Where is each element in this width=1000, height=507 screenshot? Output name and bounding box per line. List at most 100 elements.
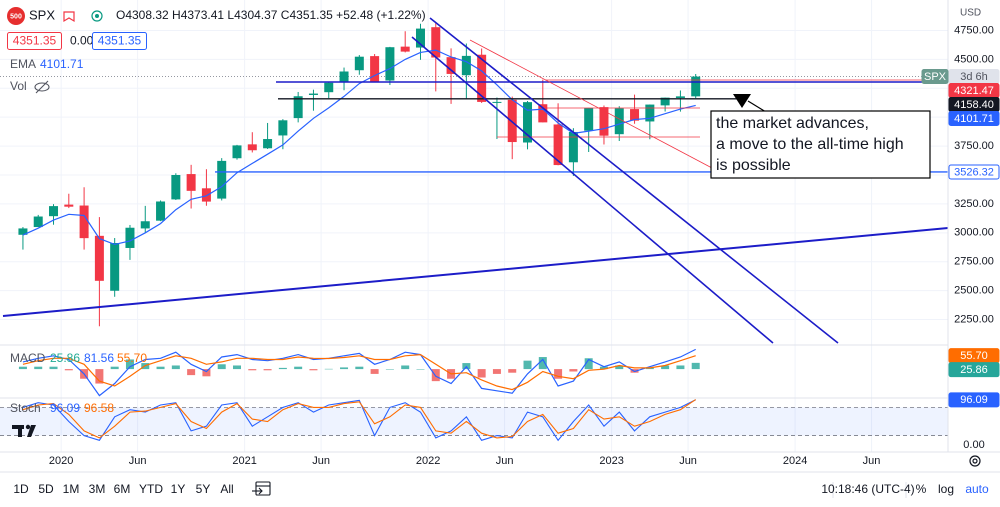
y-tick-label: 2500.00: [954, 285, 994, 297]
candle-body: [263, 139, 273, 149]
candle-body: [415, 28, 425, 48]
buy-price[interactable]: 4351.35: [98, 34, 142, 48]
indicator-value: 96.09: [50, 401, 80, 415]
channel-line: [429, 17, 839, 344]
symbol[interactable]: SPX: [29, 7, 55, 22]
buy-button[interactable]: [92, 32, 147, 50]
x-tick-label: Jun: [863, 455, 881, 467]
price-tag: [948, 164, 1000, 180]
annotation-text: the market advances,: [716, 115, 869, 132]
symbol-badge-text: 500: [10, 13, 22, 20]
histogram-bar: [64, 369, 73, 371]
histogram-bar: [370, 369, 379, 374]
indicator-name[interactable]: MACD: [10, 351, 46, 365]
candle-body: [125, 227, 135, 248]
range-button[interactable]: 1D: [13, 482, 29, 496]
histogram-bar: [554, 369, 563, 379]
scale-button[interactable]: auto: [965, 482, 989, 496]
status-dot: [95, 14, 99, 18]
candle-body: [94, 235, 104, 281]
date-range-icon[interactable]: [252, 481, 271, 496]
x-tick-label: 2022: [416, 455, 440, 467]
candle-body: [599, 107, 609, 136]
indicator-value: 81.56: [84, 351, 114, 365]
sell-price[interactable]: 4351.35: [13, 34, 57, 48]
candle-body: [247, 144, 257, 151]
arrow-line: [747, 100, 767, 113]
indicator-tag-label: 55.70: [960, 350, 988, 362]
indicator-name[interactable]: EMA: [10, 57, 36, 71]
histogram-bar: [156, 366, 165, 370]
candle-body: [370, 56, 380, 82]
indicator-line: [22, 353, 696, 391]
arrow-head: [733, 94, 751, 108]
range-button[interactable]: 1Y: [171, 482, 186, 496]
y-tick-label: 3000.00: [954, 227, 994, 239]
histogram-bar: [599, 366, 608, 370]
indicator-name[interactable]: Stoch: [10, 401, 41, 415]
x-tick-label: Jun: [129, 455, 147, 467]
y-tick-label: 4500.00: [954, 53, 994, 65]
histogram-bar: [416, 369, 425, 370]
histogram-bar: [401, 365, 410, 370]
indicator-tag-label: 25.86: [960, 364, 988, 376]
x-tick-label: 2023: [599, 455, 623, 467]
indicator-name[interactable]: Vol: [10, 79, 27, 93]
indicator-tag-label: 4101.71: [954, 113, 994, 125]
support-line: [2, 227, 949, 317]
spread: 0.00: [70, 34, 94, 48]
status-icon: [91, 10, 103, 22]
candle-body: [79, 205, 89, 239]
drawings: [2, 17, 949, 344]
histogram-bar: [49, 366, 58, 370]
currency[interactable]: USD: [960, 8, 981, 19]
x-tick-label: Jun: [679, 455, 697, 467]
indicator-line: [22, 348, 696, 397]
range-button[interactable]: 5Y: [196, 482, 211, 496]
candle-body: [140, 221, 150, 229]
candle-body: [400, 46, 410, 52]
indicator-line: [22, 399, 697, 439]
hidden-icon[interactable]: [34, 80, 50, 94]
histogram-bar: [355, 366, 364, 370]
histogram-bar: [309, 369, 318, 371]
range-button[interactable]: 3M: [89, 482, 106, 496]
settings-icon[interactable]: [969, 455, 981, 467]
indicator-tag: [948, 392, 1000, 408]
sell-button[interactable]: [7, 32, 62, 50]
histogram-bar: [34, 366, 43, 370]
histogram-bar: [431, 369, 440, 382]
range-button[interactable]: YTD: [139, 482, 163, 496]
range-button[interactable]: 1M: [63, 482, 80, 496]
histogram-bar: [278, 367, 287, 370]
scale-button[interactable]: log: [938, 482, 954, 496]
candle-body: [232, 145, 242, 159]
candle-body: [477, 54, 487, 102]
histogram-bar: [110, 366, 119, 370]
range-button[interactable]: 6M: [114, 482, 131, 496]
histogram-bar: [263, 369, 272, 371]
flag-icon[interactable]: [63, 11, 75, 23]
plot: [0, 22, 948, 442]
range-button[interactable]: 5D: [38, 482, 54, 496]
trend-line: [469, 39, 713, 169]
histogram-bar: [615, 365, 624, 370]
histogram-bar: [171, 365, 180, 370]
histogram-bar: [248, 369, 257, 371]
channel-line: [411, 36, 774, 344]
candle-body: [217, 160, 227, 199]
range-button[interactable]: All: [220, 482, 233, 496]
indicator-tag-label: 96.09: [960, 394, 988, 406]
candle-body: [691, 76, 701, 97]
clock: 10:18:46 (UTC-4): [821, 482, 914, 496]
scale-button[interactable]: %: [916, 482, 927, 496]
ohlc-legend: O4308.32 H4373.41 L4304.37 C4351.35 +52.…: [116, 8, 426, 22]
histogram-bar: [538, 357, 547, 370]
histogram-bar: [217, 364, 226, 370]
histogram-bar: [324, 368, 333, 370]
annotation-text: a move to the all-time high: [716, 136, 904, 153]
candle-body: [431, 27, 441, 58]
band-fill: [0, 407, 948, 436]
x-tick-label: Jun: [496, 455, 514, 467]
